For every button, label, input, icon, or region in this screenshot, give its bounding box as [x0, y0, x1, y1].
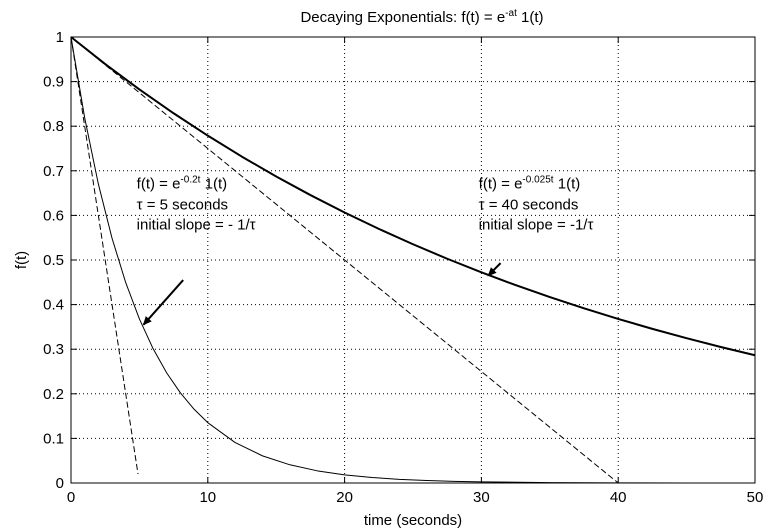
x-tick-label: 30 — [473, 489, 490, 506]
plot-series — [70, 36, 756, 484]
annotation-time-constant: τ = 40 seconds — [479, 197, 579, 214]
annotation-arrow — [142, 279, 184, 326]
y-tick-label: 1 — [56, 29, 64, 46]
annotation-formula: f(t) = e-0.2t 1(t) — [137, 175, 227, 193]
formula-exponent: -0.2t — [180, 175, 200, 186]
x-axis-label: time (seconds) — [364, 512, 462, 529]
annotation-time-constant: τ = 5 seconds — [137, 197, 228, 214]
formula-tail: 1(t) — [554, 176, 581, 193]
annotation-formula: f(t) = e-0.025t 1(t) — [479, 175, 581, 193]
y-tick-label: 0.8 — [43, 118, 64, 135]
formula-exponent: -0.025t — [522, 175, 553, 186]
plot-area-frame — [70, 36, 756, 484]
y-tick-label: 0.4 — [43, 297, 64, 314]
x-tick-label: 10 — [199, 489, 216, 506]
x-tick-label: 0 — [67, 489, 75, 506]
annotation-initial-slope: initial slope = -1/τ — [479, 217, 594, 234]
formula-tail: 1(t) — [200, 176, 227, 193]
y-tick-label: 0.7 — [43, 163, 64, 180]
chart-title-superscript: -at — [505, 8, 517, 19]
chart-title-tail: 1(t) — [517, 9, 544, 26]
series-line-4-dashed — [70, 36, 619, 484]
chart-title-main: Decaying Exponentials: f(t) = e — [300, 9, 505, 26]
annotation-arrow — [487, 262, 502, 277]
axis-ticks: 0 10 20 30 40 50 0 0.1 0.2 0.3 0.4 0.5 0.6 0.7 0.8 0.9 1 — [43, 29, 763, 506]
formula-base: f(t) = e — [479, 176, 523, 193]
annotation-initial-slope: initial slope = - 1/τ — [137, 217, 256, 234]
x-tick-label: 20 — [336, 489, 353, 506]
x-tick-label: 50 — [747, 489, 764, 506]
y-axis-label: f(t) — [13, 251, 30, 269]
formula-base: f(t) = e — [137, 176, 181, 193]
series-line-2 — [70, 36, 756, 357]
y-tick-label: 0.3 — [43, 341, 64, 358]
y-tick-label: 0.6 — [43, 207, 64, 224]
x-tick-label: 40 — [610, 489, 627, 506]
y-tick-label: 0.9 — [43, 74, 64, 91]
y-tick-label: 0.2 — [43, 386, 64, 403]
grid-lines — [71, 37, 755, 483]
y-tick-label: 0.5 — [43, 252, 64, 269]
annotation-slow: f(t) = e-0.025t 1(t) τ = 40 seconds initia… — [479, 175, 594, 277]
annotation-fast: f(t) = e-0.2t 1(t) τ = 5 seconds initial s… — [137, 175, 256, 326]
chart-title: Decaying Exponentials: f(t) = e-at 1(t) — [300, 8, 543, 26]
series-line-3-dashed — [70, 36, 139, 475]
series-line-1 — [70, 36, 756, 484]
y-tick-label: 0.1 — [43, 430, 64, 447]
y-tick-label: 0 — [56, 475, 64, 492]
